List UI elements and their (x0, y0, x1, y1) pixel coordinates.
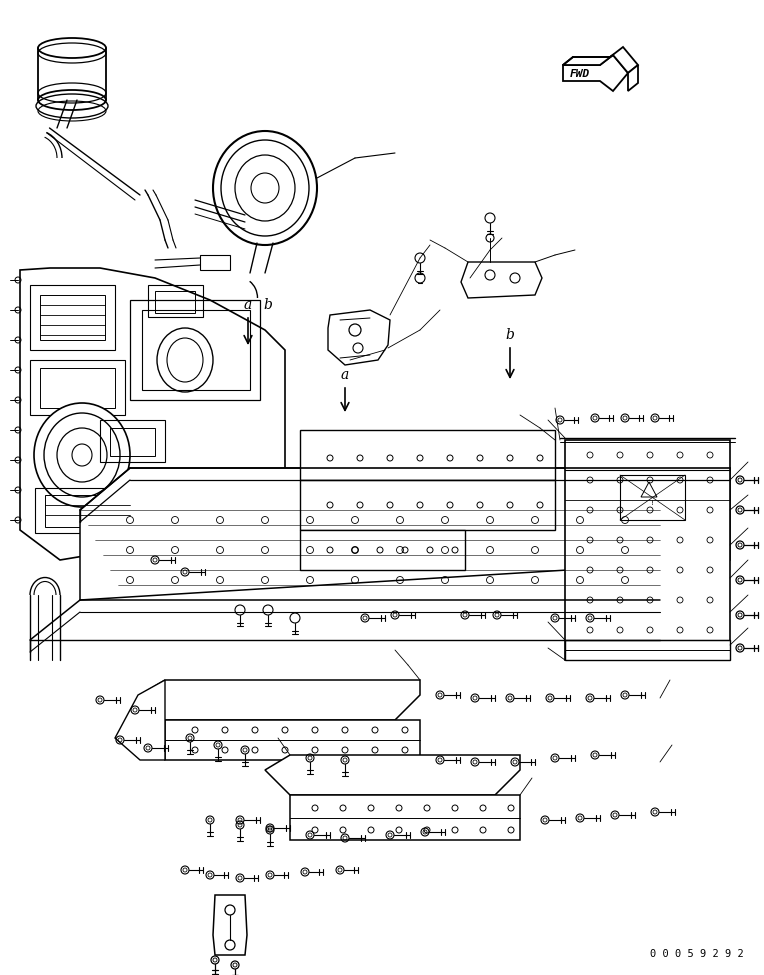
Bar (35, 488, 140, 533)
Polygon shape (80, 468, 730, 600)
Text: !: ! (651, 500, 653, 506)
Bar (40, 295, 105, 340)
Ellipse shape (38, 90, 106, 110)
Bar (110, 428, 155, 456)
Polygon shape (300, 430, 555, 480)
Text: a: a (341, 368, 349, 382)
Bar (620, 475, 685, 520)
Text: FWD: FWD (570, 69, 591, 79)
Polygon shape (328, 310, 390, 365)
Ellipse shape (34, 403, 130, 507)
Bar (200, 255, 230, 270)
Polygon shape (563, 47, 638, 73)
Polygon shape (565, 440, 730, 660)
Polygon shape (565, 640, 730, 660)
Text: 0 0 0 5 9 2 9 2: 0 0 0 5 9 2 9 2 (650, 949, 744, 959)
Polygon shape (290, 795, 520, 840)
Bar (130, 300, 260, 400)
Text: b: b (506, 328, 514, 342)
Text: b: b (264, 298, 273, 312)
Polygon shape (300, 480, 555, 530)
Ellipse shape (38, 38, 106, 58)
Polygon shape (628, 65, 638, 91)
Bar (148, 285, 203, 317)
Polygon shape (300, 530, 465, 570)
Bar (30, 360, 125, 415)
Polygon shape (115, 680, 165, 760)
Bar (100, 420, 165, 462)
Ellipse shape (213, 131, 317, 245)
Bar (142, 310, 250, 390)
Bar (40, 368, 115, 408)
Polygon shape (20, 268, 285, 560)
Text: a: a (244, 298, 252, 312)
Polygon shape (563, 55, 628, 91)
Polygon shape (265, 755, 520, 795)
Polygon shape (213, 895, 247, 955)
Polygon shape (140, 680, 420, 720)
Polygon shape (461, 262, 542, 298)
Bar (45, 495, 130, 527)
Bar (155, 291, 195, 313)
Bar (30, 285, 115, 350)
Polygon shape (165, 720, 420, 760)
